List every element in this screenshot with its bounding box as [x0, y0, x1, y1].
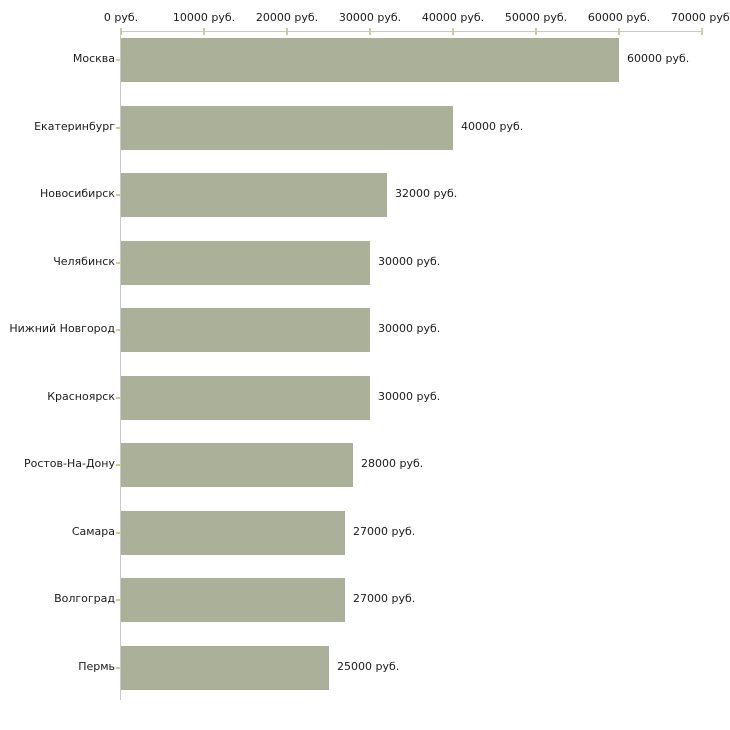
category-label: Екатеринбург — [34, 120, 115, 133]
x-axis-line — [121, 31, 703, 32]
x-tick-mark — [618, 28, 620, 35]
bar — [121, 38, 619, 82]
value-label: 25000 руб. — [337, 660, 400, 673]
x-tick-mark — [120, 28, 122, 35]
value-label: 60000 руб. — [627, 52, 690, 65]
x-tick-label: 10000 руб. — [172, 11, 236, 24]
category-tick-mark — [116, 329, 121, 331]
category-label: Москва — [72, 52, 115, 65]
bar — [121, 308, 370, 352]
x-tick-mark — [701, 28, 703, 35]
value-label: 30000 руб. — [378, 390, 441, 403]
value-label: 27000 руб. — [353, 525, 416, 538]
bar — [121, 511, 345, 555]
x-tick-label: 20000 руб. — [255, 11, 319, 24]
category-tick-mark — [116, 464, 121, 466]
category-tick-mark — [116, 262, 121, 264]
x-tick-label: 70000 руб. — [670, 11, 730, 24]
category-label: Новосибирск — [39, 187, 115, 200]
x-tick-mark — [286, 28, 288, 35]
category-label: Челябинск — [53, 255, 115, 268]
value-label: 30000 руб. — [378, 322, 441, 335]
category-tick-mark — [116, 59, 121, 61]
bar — [121, 376, 370, 420]
bar — [121, 241, 370, 285]
bar — [121, 578, 345, 622]
category-tick-mark — [116, 667, 121, 669]
category-label: Нижний Новгород — [9, 322, 115, 335]
category-tick-mark — [116, 599, 121, 601]
x-tick-mark — [452, 28, 454, 35]
category-label: Ростов-На-Дону — [23, 457, 115, 470]
x-tick-label: 30000 руб. — [338, 11, 402, 24]
y-axis-line — [120, 31, 121, 700]
x-tick-label: 0 руб. — [103, 11, 139, 24]
category-tick-mark — [116, 397, 121, 399]
value-label: 32000 руб. — [395, 187, 458, 200]
x-tick-mark — [535, 28, 537, 35]
x-tick-label: 60000 руб. — [587, 11, 651, 24]
bar — [121, 443, 353, 487]
bar — [121, 106, 453, 150]
category-tick-mark — [116, 194, 121, 196]
value-label: 28000 руб. — [361, 457, 424, 470]
value-label: 30000 руб. — [378, 255, 441, 268]
bar — [121, 646, 329, 690]
x-tick-mark — [203, 28, 205, 35]
category-label: Красноярск — [47, 390, 115, 403]
x-tick-label: 50000 руб. — [504, 11, 568, 24]
category-label: Волгоград — [54, 592, 115, 605]
category-label: Самара — [71, 525, 115, 538]
x-tick-mark — [369, 28, 371, 35]
bar — [121, 173, 387, 217]
value-label: 27000 руб. — [353, 592, 416, 605]
value-label: 40000 руб. — [461, 120, 524, 133]
x-tick-label: 40000 руб. — [421, 11, 485, 24]
category-label: Пермь — [78, 660, 115, 673]
category-tick-mark — [116, 127, 121, 129]
category-tick-mark — [116, 532, 121, 534]
